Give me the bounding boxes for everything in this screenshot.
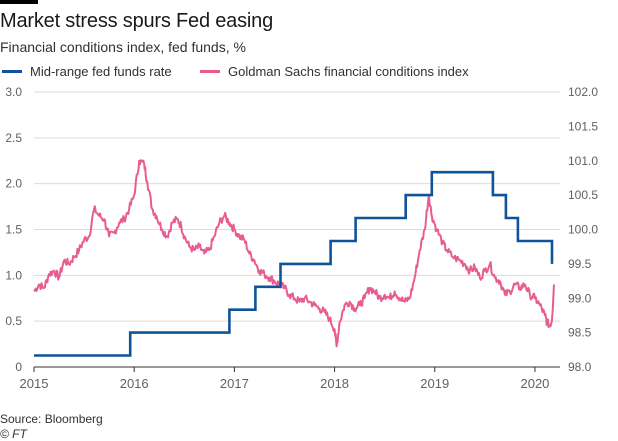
source-note: Source: Bloomberg [0,412,103,426]
y-right-tick-label: 100.0 [568,223,598,237]
y-left-tick-label: 0 [15,360,22,374]
chart-legend: Mid-range fed funds rate Goldman Sachs f… [0,64,618,84]
y-right-tick-label: 102.0 [568,85,598,99]
y-right-tick-label: 101.5 [568,119,598,133]
legend-item-fci: Goldman Sachs financial conditions index [200,64,469,79]
chart-subtitle: Financial conditions index, fed funds, % [0,39,246,55]
y-right-tick-label: 100.5 [568,188,598,202]
ft-top-bar [0,0,38,4]
series-line-fci [33,159,555,348]
x-tick-label: 2019 [420,376,449,391]
y-right-tick-label: 98.0 [568,360,592,374]
y-right-tick-label: 101.0 [568,154,598,168]
x-tick-label: 2018 [320,376,349,391]
ft-credit: © FT [0,427,27,441]
y-right-tick-label: 99.5 [568,257,592,271]
legend-swatch-fed-funds [2,70,22,73]
chart-area: 0 0.5 1.0 1.5 2.0 2.5 3.0 98.0 98.5 99.0 99.5 100.0… [5,85,598,391]
x-tick-label: 2017 [220,376,249,391]
x-tick-label: 2015 [20,376,49,391]
legend-label-fci: Goldman Sachs financial conditions index [228,64,469,79]
y-left-tick-label: 3.0 [5,85,22,99]
legend-label-fed-funds: Mid-range fed funds rate [30,64,172,79]
chart-title: Market stress spurs Fed easing [0,10,273,32]
y-left-tick-label: 1.5 [5,223,22,237]
legend-swatch-fci [200,70,220,73]
x-tick-label: 2020 [520,376,549,391]
y-left-tick-label: 1.0 [5,268,22,282]
y-right-tick-label: 98.5 [568,326,592,340]
y-right-tick-label: 99.0 [568,291,592,305]
y-left-tick-label: 0.5 [5,314,22,328]
x-tick-label: 2016 [120,376,149,391]
series-line-fed-funds [34,170,554,357]
y-left-tick-label: 2.5 [5,131,22,145]
legend-item-fed-funds: Mid-range fed funds rate [2,64,172,79]
y-left-tick-label: 2.0 [5,177,22,191]
